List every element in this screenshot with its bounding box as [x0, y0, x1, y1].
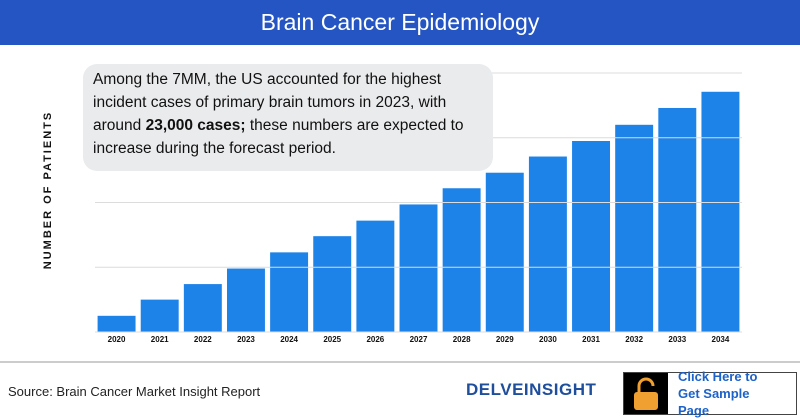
logo: DELVEINSIGHT	[466, 380, 597, 399]
annotation-text: 23,000 cases;	[145, 117, 246, 134]
cta-button[interactable]: Click Here to Get Sample Page	[623, 369, 797, 418]
x-tick-label: 2029	[496, 335, 514, 344]
bar	[399, 204, 438, 332]
annotation: Among the 7MM, the US accounted for the …	[83, 64, 493, 171]
bar	[226, 268, 265, 332]
annotation-text: Among the 7MM, the US accounted for the …	[93, 71, 447, 134]
lock-icon	[624, 373, 668, 414]
cta-text[interactable]: Click Here to Get Sample Page	[678, 369, 758, 418]
x-tick-label: 2028	[453, 335, 471, 344]
y-axis-label: NUMBER OF PATIENTS	[42, 111, 54, 269]
x-tick-label: 2022	[194, 335, 212, 344]
x-tick-label: 2030	[539, 335, 557, 344]
x-tick-label: 2031	[582, 335, 600, 344]
x-tick-label: 2024	[280, 335, 298, 344]
bar	[183, 284, 222, 332]
bar	[140, 299, 179, 332]
annotation-text: these numbers are expected to increase d…	[93, 117, 464, 157]
bar	[485, 172, 524, 332]
bar	[658, 107, 697, 332]
chart-title: Brain Cancer Epidemiology	[0, 0, 800, 45]
bar	[701, 91, 740, 332]
x-tick-label: 2025	[323, 335, 341, 344]
bar	[615, 124, 654, 332]
x-tick-label: 2032	[625, 335, 643, 344]
x-tick-label: 2023	[237, 335, 255, 344]
bar	[442, 188, 481, 332]
bar	[270, 252, 309, 332]
x-tick-label: 2033	[668, 335, 686, 344]
x-tick-label: 2021	[151, 335, 169, 344]
x-tick-label: 2027	[410, 335, 428, 344]
lock	[634, 377, 658, 410]
bar	[572, 140, 611, 332]
bar	[97, 315, 136, 332]
source: Source: Brain Cancer Market Insight Repo…	[8, 384, 261, 399]
x-tick-label: 2034	[712, 335, 730, 344]
x-tick-label: 2026	[366, 335, 384, 344]
bar	[313, 236, 352, 332]
bar	[528, 156, 567, 332]
x-tick-label: 2020	[108, 335, 126, 344]
bar	[356, 220, 395, 332]
